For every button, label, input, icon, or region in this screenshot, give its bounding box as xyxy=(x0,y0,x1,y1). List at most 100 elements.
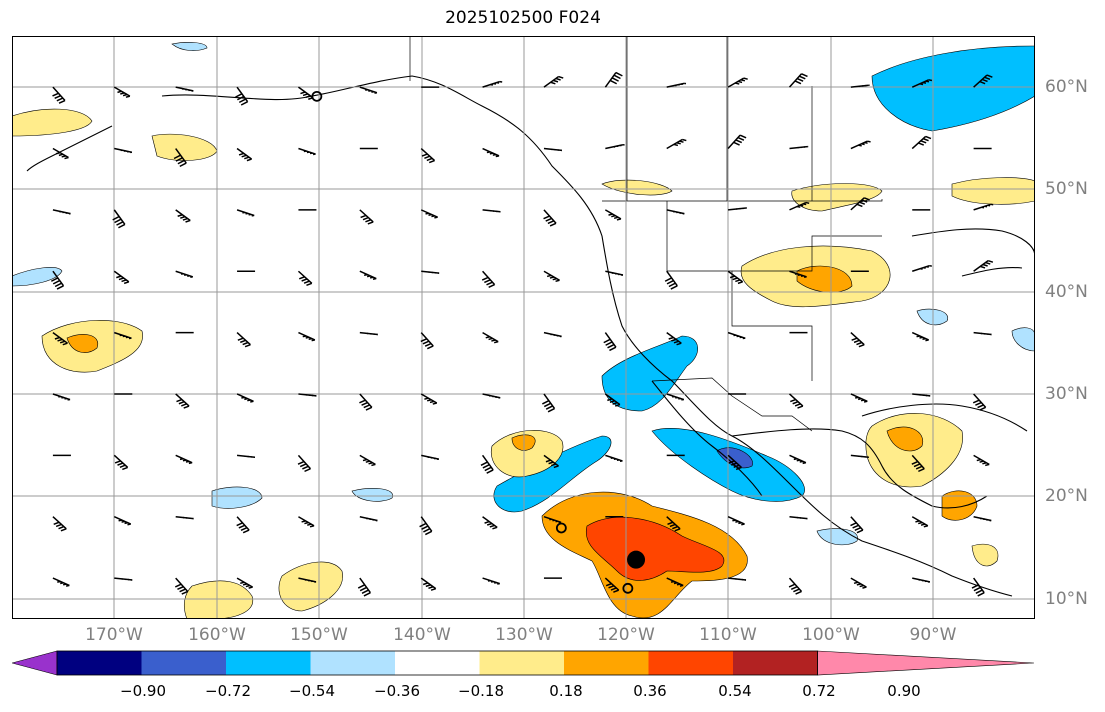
wind-barb xyxy=(850,577,867,589)
coastlines xyxy=(26,75,1035,597)
wind-barb xyxy=(236,516,250,534)
wind-barb xyxy=(359,454,376,467)
wind-barb xyxy=(789,515,808,520)
graticule xyxy=(12,36,1035,619)
wind-barb xyxy=(604,209,622,221)
map-panel xyxy=(12,36,1035,619)
x-tick-label: 110°W xyxy=(699,625,757,645)
point-markers xyxy=(311,90,646,594)
wind-barb xyxy=(788,577,803,595)
negative-anomaly-core xyxy=(716,447,753,469)
wind-barb xyxy=(972,393,987,411)
wind-barb xyxy=(173,148,187,168)
colorbar-segment xyxy=(395,651,480,675)
wind-barb xyxy=(603,332,617,352)
colorbar-segment xyxy=(648,651,733,675)
wind-barb xyxy=(421,270,440,274)
wind-barb xyxy=(50,270,65,290)
wind-barb xyxy=(52,516,67,532)
wind-barb xyxy=(175,270,194,278)
wind-barb xyxy=(175,454,193,465)
colorbar-outline xyxy=(56,650,818,676)
wind-barb xyxy=(727,134,747,150)
y-tick-label: 60°N xyxy=(1045,77,1088,97)
wind-barb xyxy=(359,393,373,411)
wind-barb xyxy=(420,332,434,350)
wind-barb xyxy=(420,393,438,405)
marker-filled-dot xyxy=(627,550,646,569)
negative-anomaly-small1 xyxy=(211,486,263,509)
colorbar-label: −0.18 xyxy=(458,682,504,700)
wind-barb xyxy=(359,270,377,280)
political-borders xyxy=(409,36,883,432)
wind-barb xyxy=(481,270,496,288)
x-tick-label: 150°W xyxy=(290,625,348,645)
x-tick-label: 120°W xyxy=(597,625,655,645)
wind-barb xyxy=(789,270,807,278)
positive-anomaly-south xyxy=(183,580,254,619)
negative-anomaly-small6 xyxy=(1011,327,1035,352)
wind-barb xyxy=(482,80,503,88)
colorbar-extend-high xyxy=(817,650,1035,676)
wind-barb xyxy=(175,86,194,92)
x-tick-label: 130°W xyxy=(495,625,553,645)
y-tick-label: 10°N xyxy=(1045,589,1088,609)
wind-barb xyxy=(604,71,623,88)
wind-barb xyxy=(666,209,685,215)
colorbar-label: 0.54 xyxy=(718,682,752,700)
wind-barb xyxy=(298,147,316,156)
wind-barbs xyxy=(50,71,994,597)
colorbar-segment xyxy=(564,651,649,675)
positive-anomaly-50n-c xyxy=(951,177,1035,205)
wind-barb xyxy=(911,516,929,528)
wind-barb xyxy=(666,138,687,150)
wind-barb xyxy=(420,147,436,164)
wind-barb xyxy=(850,332,865,348)
wind-barb xyxy=(52,147,69,160)
wind-barb xyxy=(482,393,501,399)
negative-anomaly-small5 xyxy=(916,308,949,326)
wind-barb xyxy=(850,393,868,403)
wind-barb xyxy=(604,393,621,407)
wind-barb xyxy=(114,331,132,340)
wind-barb xyxy=(543,75,564,88)
wind-barb xyxy=(236,209,255,217)
wind-barb xyxy=(297,270,313,287)
wind-barb xyxy=(727,331,746,340)
wind-barb xyxy=(604,577,620,593)
y-tick-label: 50°N xyxy=(1045,179,1088,199)
wind-barb xyxy=(52,86,66,104)
wind-barb xyxy=(605,454,623,463)
y-tick-label: 40°N xyxy=(1045,282,1088,302)
wind-barb xyxy=(543,209,557,227)
x-tick-label: 170°W xyxy=(85,625,143,645)
wind-barb xyxy=(788,393,804,409)
wind-barb xyxy=(850,197,870,211)
wind-barb xyxy=(971,577,985,597)
wind-barb xyxy=(973,454,990,467)
wind-barb xyxy=(357,577,372,597)
wind-barb xyxy=(605,144,625,150)
wind-barb xyxy=(666,516,681,532)
wind-barb xyxy=(542,393,556,413)
wind-barb xyxy=(664,270,678,290)
wind-barb xyxy=(52,393,71,401)
colorbar-extend-low xyxy=(12,650,58,676)
wind-barb xyxy=(298,393,317,397)
anomaly-shading xyxy=(12,42,1035,619)
wind-barb xyxy=(973,74,993,88)
wind-barb xyxy=(912,577,931,583)
wind-barb xyxy=(727,270,744,285)
colorbar-segment xyxy=(141,651,226,675)
wind-barb xyxy=(298,516,315,528)
colorbar-label: −0.54 xyxy=(289,682,335,700)
positive-anomaly-plains-core xyxy=(796,265,853,293)
wind-barb xyxy=(727,77,748,88)
negative-anomaly-small7 xyxy=(171,42,208,51)
colorbar-label: 0.90 xyxy=(887,682,921,700)
wind-barb xyxy=(113,454,129,471)
negative-anomaly-small2 xyxy=(351,488,393,502)
wind-barb xyxy=(973,515,992,522)
wind-barb xyxy=(113,86,131,98)
wind-barb xyxy=(788,73,808,88)
